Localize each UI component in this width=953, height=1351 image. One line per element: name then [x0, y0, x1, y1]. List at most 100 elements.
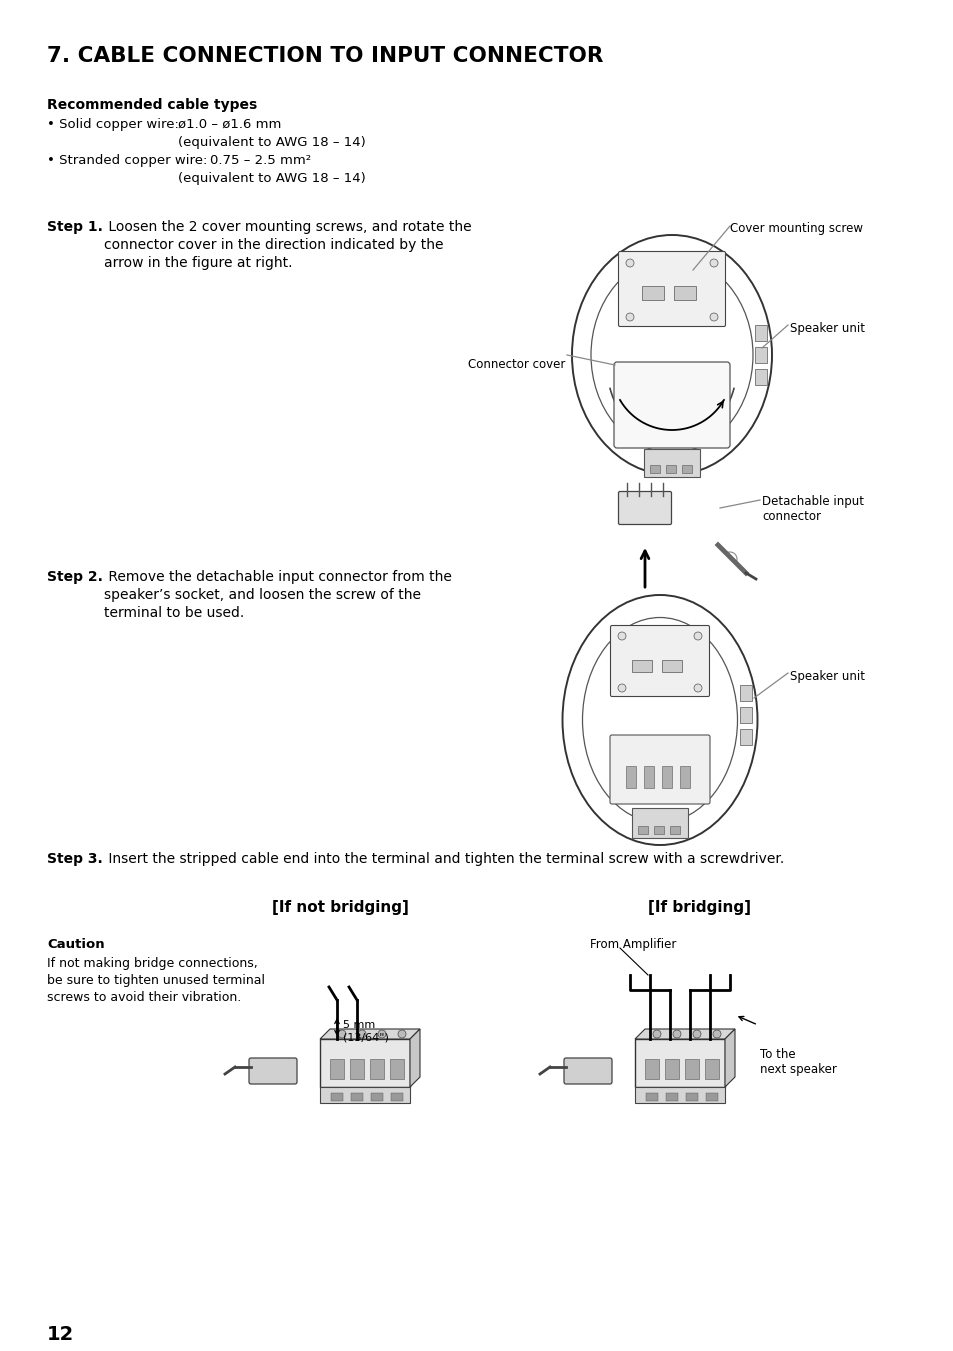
Bar [638, 825, 647, 834]
Bar [330, 1059, 344, 1079]
Bar [390, 1059, 403, 1079]
Bar [665, 1093, 678, 1101]
Circle shape [357, 1029, 366, 1038]
Text: Caution: Caution [47, 938, 105, 951]
Bar [649, 465, 659, 473]
Bar [350, 1059, 364, 1079]
Polygon shape [319, 1029, 419, 1039]
FancyBboxPatch shape [319, 1039, 410, 1088]
Bar [740, 685, 751, 701]
Text: Cover mounting screw: Cover mounting screw [729, 222, 862, 235]
Text: Speaker unit: Speaker unit [789, 670, 864, 684]
Bar [754, 326, 766, 340]
Circle shape [625, 259, 634, 267]
Bar [635, 1088, 724, 1102]
Text: • Solid copper wire:: • Solid copper wire: [47, 118, 179, 131]
Text: 7. CABLE CONNECTION TO INPUT CONNECTOR: 7. CABLE CONNECTION TO INPUT CONNECTOR [47, 46, 602, 66]
Circle shape [377, 1029, 386, 1038]
Bar [654, 825, 663, 834]
Text: Detachable input: Detachable input [761, 494, 863, 508]
Circle shape [693, 684, 701, 692]
Bar [643, 449, 700, 477]
Text: [If bridging]: [If bridging] [648, 900, 751, 915]
Bar [661, 766, 671, 788]
Bar [665, 465, 676, 473]
Bar [685, 1093, 698, 1101]
Bar [664, 1059, 679, 1079]
Text: If not making bridge connections,: If not making bridge connections, [47, 957, 257, 970]
Text: Insert the stripped cable end into the terminal and tighten the terminal screw w: Insert the stripped cable end into the t… [104, 852, 783, 866]
Text: arrow in the figure at right.: arrow in the figure at right. [104, 255, 293, 270]
FancyBboxPatch shape [635, 1039, 724, 1088]
Circle shape [337, 1029, 346, 1038]
Bar [754, 347, 766, 363]
Circle shape [397, 1029, 406, 1038]
Circle shape [693, 632, 701, 640]
Bar [351, 1093, 363, 1101]
FancyBboxPatch shape [618, 492, 671, 524]
Text: (equivalent to AWG 18 – 14): (equivalent to AWG 18 – 14) [178, 172, 365, 185]
Text: connector: connector [761, 509, 821, 523]
Bar [661, 661, 681, 671]
Bar [679, 766, 689, 788]
Polygon shape [635, 1029, 734, 1039]
Text: 5 mm: 5 mm [343, 1020, 375, 1029]
Bar [644, 1059, 659, 1079]
Circle shape [709, 313, 718, 322]
Text: screws to avoid their vibration.: screws to avoid their vibration. [47, 992, 241, 1004]
Bar [669, 825, 679, 834]
Text: terminal to be used.: terminal to be used. [104, 607, 244, 620]
Bar [740, 707, 751, 723]
Bar [643, 766, 654, 788]
Text: speaker’s socket, and loosen the screw of the: speaker’s socket, and loosen the screw o… [104, 588, 420, 603]
Bar [740, 730, 751, 744]
Bar [641, 286, 663, 300]
Text: 0.75 – 2.5 mm²: 0.75 – 2.5 mm² [210, 154, 311, 168]
Bar [754, 369, 766, 385]
Bar [371, 1093, 382, 1101]
Bar [391, 1093, 402, 1101]
Circle shape [625, 313, 634, 322]
Text: next speaker: next speaker [760, 1063, 836, 1075]
Bar [319, 1088, 410, 1102]
Text: Loosen the 2 cover mounting screws, and rotate the: Loosen the 2 cover mounting screws, and … [104, 220, 471, 234]
Text: To the: To the [760, 1048, 795, 1061]
Text: [If not bridging]: [If not bridging] [272, 900, 408, 915]
Text: Speaker unit: Speaker unit [789, 322, 864, 335]
Bar [705, 1093, 718, 1101]
Text: Step 1.: Step 1. [47, 220, 103, 234]
Bar [673, 286, 696, 300]
Circle shape [712, 1029, 720, 1038]
Polygon shape [410, 1029, 419, 1088]
Bar [645, 1093, 658, 1101]
Polygon shape [724, 1029, 734, 1088]
FancyBboxPatch shape [609, 735, 709, 804]
FancyBboxPatch shape [610, 626, 709, 697]
FancyBboxPatch shape [618, 251, 724, 327]
Bar [704, 1059, 719, 1079]
Bar [631, 661, 651, 671]
FancyBboxPatch shape [249, 1058, 296, 1084]
Circle shape [692, 1029, 700, 1038]
Bar [684, 1059, 699, 1079]
Text: connector cover in the direction indicated by the: connector cover in the direction indicat… [104, 238, 443, 253]
Circle shape [652, 1029, 660, 1038]
Text: Step 3.: Step 3. [47, 852, 103, 866]
Circle shape [672, 1029, 680, 1038]
Text: be sure to tighten unused terminal: be sure to tighten unused terminal [47, 974, 265, 988]
FancyBboxPatch shape [563, 1058, 612, 1084]
FancyBboxPatch shape [614, 362, 729, 449]
Text: Remove the detachable input connector from the: Remove the detachable input connector fr… [104, 570, 452, 584]
Text: Step 2.: Step 2. [47, 570, 103, 584]
Bar [370, 1059, 384, 1079]
Circle shape [618, 684, 625, 692]
Bar [631, 808, 687, 838]
Text: • Stranded copper wire:: • Stranded copper wire: [47, 154, 207, 168]
Bar [681, 465, 691, 473]
Text: From Amplifier: From Amplifier [589, 938, 676, 951]
Text: (13/64"): (13/64") [343, 1034, 389, 1043]
Circle shape [618, 632, 625, 640]
Text: Recommended cable types: Recommended cable types [47, 99, 257, 112]
Text: Connector cover: Connector cover [468, 358, 565, 372]
Bar [331, 1093, 343, 1101]
